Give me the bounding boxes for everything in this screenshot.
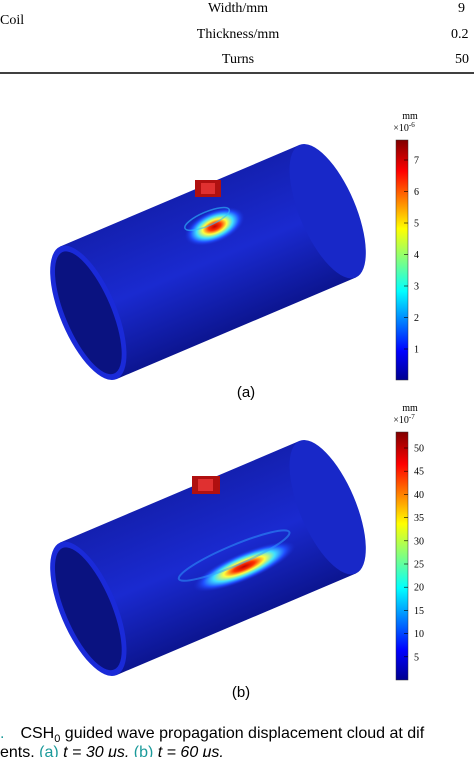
unit: mm: [402, 403, 418, 414]
colorbar-tick-label: 10: [414, 629, 424, 640]
colorbar-tick-label: 7: [414, 156, 419, 167]
colorbar-tick-label: 20: [414, 583, 424, 594]
coil: [195, 180, 221, 197]
caption-text: t = 30 μs.: [59, 744, 134, 757]
subfigure-label: (a): [237, 384, 255, 401]
caption-text: ents.: [0, 744, 39, 757]
coil: [192, 476, 220, 494]
colorbar-tick-label: 35: [414, 513, 424, 524]
subfigure-label: (b): [232, 684, 250, 701]
table-cell: Thickness/mm: [197, 27, 280, 42]
scale-exponent: -7: [409, 413, 415, 421]
table-cell: 0.2: [451, 27, 469, 42]
table-cell: 50: [455, 52, 469, 67]
colorbar-tick-label: 3: [414, 282, 419, 293]
colorbar-tick-label: 25: [414, 560, 424, 571]
colorbar-tick-label: 50: [414, 444, 424, 455]
table: Coil Width/mm 9 Thickness/mm 0.2 Turns 5…: [0, 1, 474, 74]
colorbar: [395, 431, 409, 681]
colorbar-tick-label: 5: [414, 219, 419, 230]
colorbar-tick-label: 40: [414, 490, 424, 501]
colorbar-tick-label: 2: [414, 313, 419, 324]
unit: mm: [402, 111, 418, 122]
caption-text: CSH: [20, 725, 54, 742]
scale-exponent: -6: [409, 121, 415, 129]
table-cell: Turns: [222, 52, 254, 67]
colorbar-tick-label: 15: [414, 606, 424, 617]
table-cell: 9: [458, 1, 465, 16]
caption-line: ents. (a) t = 30 μs. (b) t = 60 μs.: [0, 744, 224, 757]
colorbar-tick-label: 30: [414, 536, 424, 547]
table-cell: Width/mm: [208, 1, 268, 16]
caption-text: 0: [54, 733, 60, 745]
colorbar-labels: mm ×10-6 mm ×10-7 7654321504540353025201…: [393, 111, 424, 663]
caption-number: .: [0, 725, 4, 742]
cylinder: [50, 440, 366, 676]
caption-ref: (a): [39, 744, 59, 757]
colorbar-tick-label: 1: [414, 345, 419, 356]
colorbar-tick-label: 4: [414, 250, 419, 261]
caption-text: guided wave propagation displacement clo…: [60, 725, 424, 742]
caption-text: t = 60 μs.: [153, 744, 224, 757]
cylinder: [50, 144, 366, 380]
caption-line: . CSH0 guided wave propagation displaceme…: [0, 725, 425, 745]
colorbar-tick-label: 6: [414, 187, 419, 198]
colorbar-tick-label: 45: [414, 467, 424, 478]
colorbar: [395, 139, 409, 381]
table-group: Coil: [0, 13, 24, 28]
colorbar-tick-label: 5: [414, 652, 419, 663]
scale-base: ×10: [393, 415, 409, 426]
scale-base: ×10: [393, 123, 409, 134]
scale: ×10-6: [393, 121, 415, 134]
caption-ref: (b): [134, 744, 154, 757]
scale: ×10-7: [393, 413, 415, 426]
caption: . CSH0 guided wave propagation displaceme…: [0, 725, 425, 757]
